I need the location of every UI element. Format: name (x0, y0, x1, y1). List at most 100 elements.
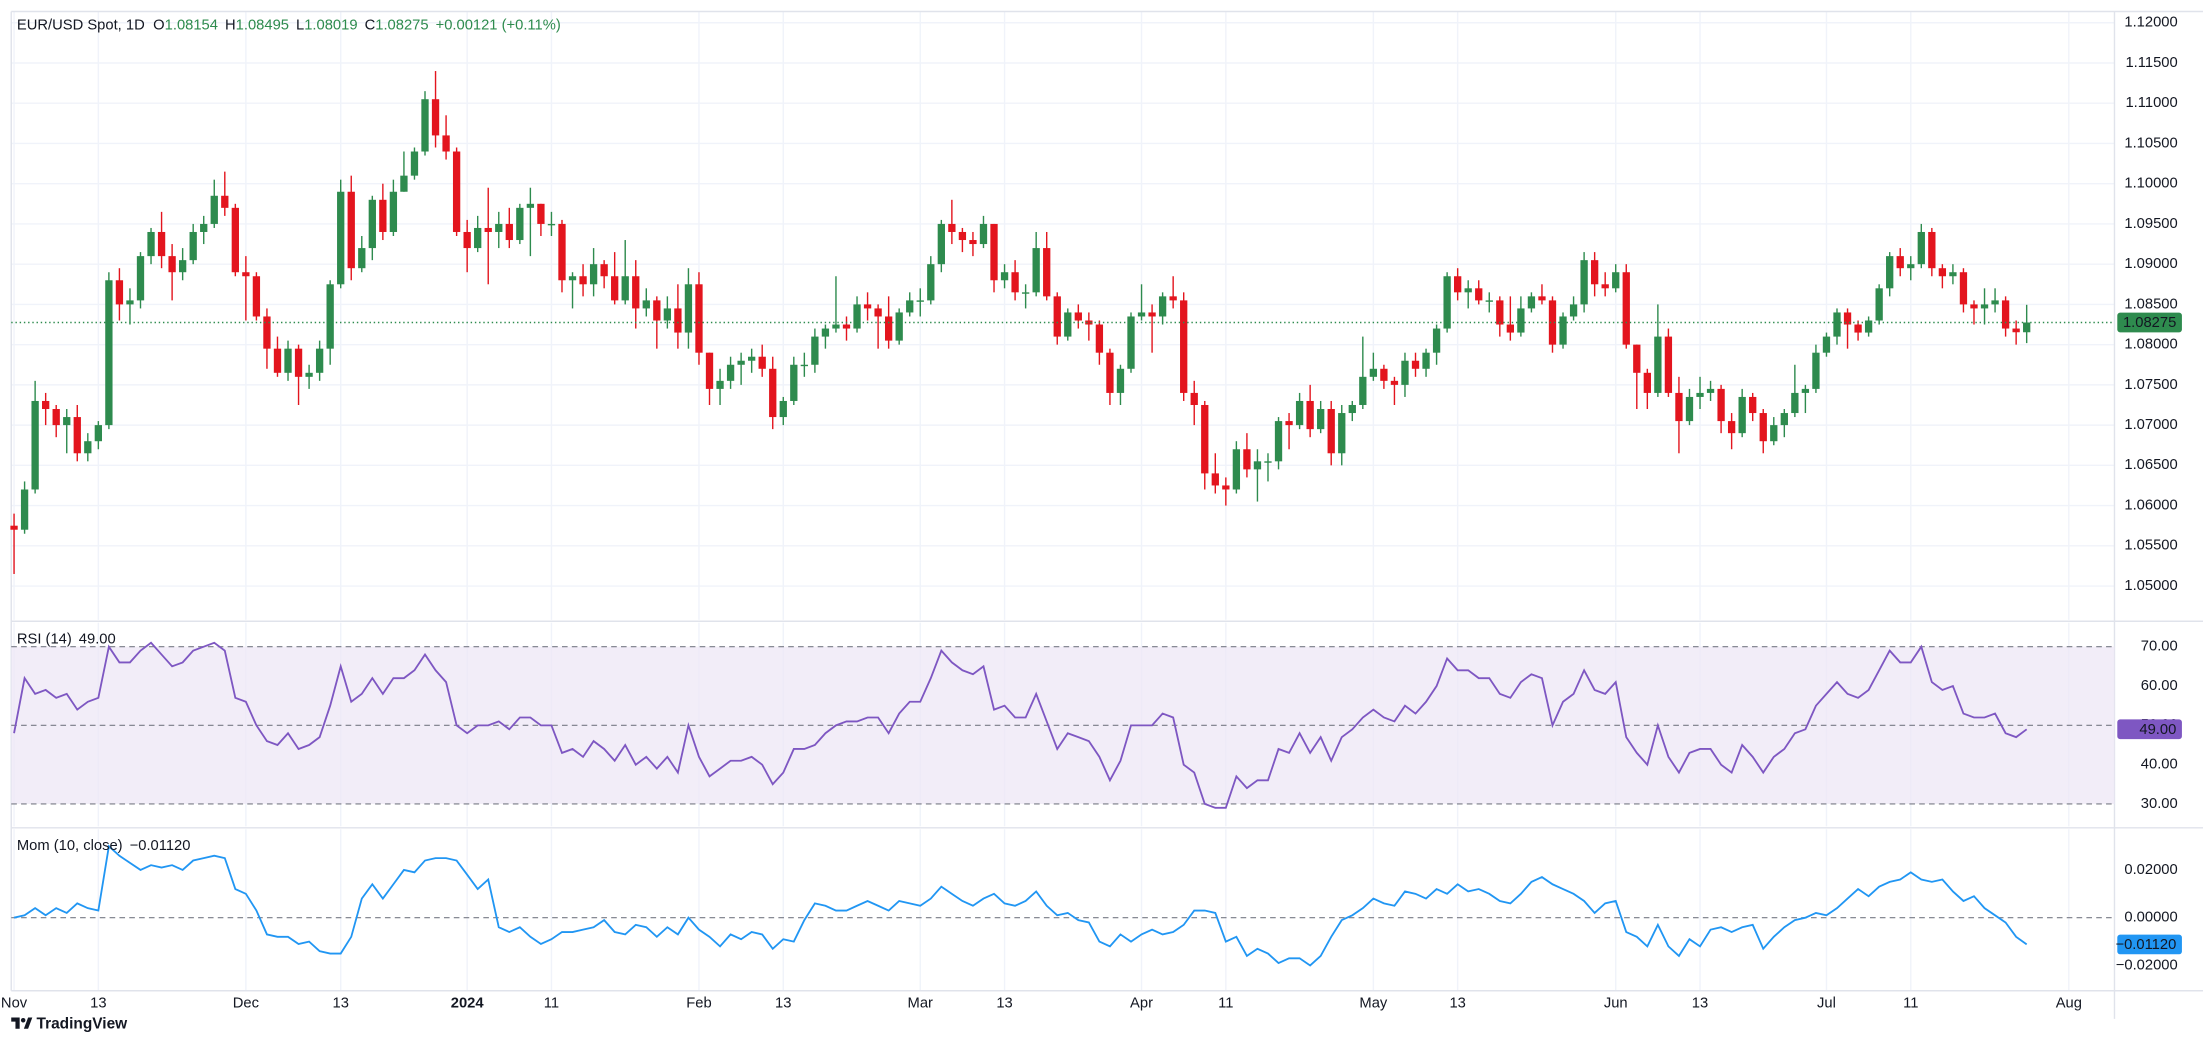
candle-body (379, 199, 387, 232)
logo-mark (20, 1018, 26, 1023)
x-tick-label: Nov (1, 995, 28, 1011)
x-tick-label: Jul (1817, 995, 1836, 1011)
y-tick-label: 1.07000 (2124, 417, 2177, 433)
candle-body (157, 231, 166, 257)
x-tick-label: Apr (1130, 995, 1153, 1011)
candle-body (431, 99, 440, 136)
candle-body (1970, 304, 1978, 309)
candle-body (2001, 300, 2010, 329)
candle-body (1896, 256, 1904, 269)
candle-body (1000, 272, 1009, 281)
candle-body (1738, 396, 1746, 434)
candle-body (442, 135, 450, 152)
candle-body (337, 191, 345, 285)
logo-mark (11, 1017, 20, 1029)
candle-body (1116, 368, 1125, 393)
candle-body (1274, 421, 1283, 462)
candle-body (1264, 461, 1272, 463)
candle-body (537, 203, 545, 224)
candle-body (1180, 300, 1188, 393)
candle-body (1601, 284, 1609, 289)
candle-body (1011, 272, 1019, 293)
candle-body (726, 364, 735, 381)
indicator-tag (2117, 719, 2182, 740)
candle-body (1706, 388, 1715, 393)
candle-body (579, 276, 587, 285)
candle-body (200, 223, 208, 232)
indicator-value: −0.01120 (130, 838, 191, 854)
indicator-tag (2117, 934, 2182, 955)
x-tick-label: Aug (2056, 995, 2082, 1011)
candle-body (1443, 276, 1451, 329)
candle-body (1780, 413, 1788, 426)
y-tick-label: 40.00 (2141, 757, 2178, 773)
candle-body (705, 352, 714, 389)
candle-body (1886, 256, 1894, 289)
ohlc-value: 1.08275 (375, 17, 428, 33)
candle-body (1801, 388, 1810, 393)
candle-body (663, 308, 672, 321)
candle-body (779, 400, 787, 418)
candle-body (526, 203, 535, 208)
candle-body (684, 284, 693, 333)
candle-body (1464, 288, 1472, 293)
logo (11, 1017, 33, 1029)
candle-body (1432, 328, 1441, 353)
candle-body (1854, 324, 1862, 333)
candle-body (1222, 485, 1230, 490)
y-tick-label: 70.00 (2141, 639, 2178, 655)
candle-body (1643, 372, 1651, 393)
candle-body (948, 223, 956, 232)
candle-body (315, 348, 324, 373)
candle-body (927, 264, 935, 301)
candle-body (1422, 352, 1430, 369)
candle-body (1169, 296, 1177, 301)
candle-body (1243, 449, 1251, 470)
candle-body (990, 223, 998, 281)
x-tick-label: 13 (996, 995, 1012, 1011)
candle-body (1032, 248, 1040, 293)
candle-body (1338, 413, 1346, 454)
y-tick-label: 60.00 (2141, 678, 2178, 694)
x-tick-label: 13 (90, 995, 106, 1011)
candle-body (305, 372, 313, 377)
candle-body (1359, 376, 1367, 405)
candle-body (31, 400, 39, 490)
indicator-title: Mom (10, close) (17, 838, 123, 854)
candle-body (1390, 380, 1399, 385)
candle-body (452, 151, 461, 232)
x-tick-label: 11 (1218, 995, 1233, 1011)
candle-body (1306, 400, 1314, 430)
x-tick-label: Feb (686, 995, 711, 1011)
indicator-value: 49.00 (79, 631, 116, 647)
candle-body (1938, 268, 1947, 277)
candle-body (1538, 296, 1546, 301)
candle-body (1485, 300, 1493, 302)
candle-body (1285, 421, 1293, 426)
candle-body (273, 348, 282, 373)
candle-body (1380, 368, 1388, 381)
candle-body (1590, 260, 1599, 285)
candle-body (1411, 360, 1420, 369)
candle-body (1064, 312, 1072, 337)
candle-body (1770, 425, 1778, 442)
candle-body (1348, 404, 1356, 414)
candle-body (589, 264, 598, 285)
candle-body (136, 256, 145, 301)
candle-body (495, 223, 503, 232)
candle-body (653, 300, 661, 321)
candle-body (979, 223, 988, 245)
candle-body (284, 348, 292, 373)
x-tick-label: 13 (332, 995, 348, 1011)
candle-body (1949, 272, 1957, 277)
candle-body (800, 364, 809, 367)
candle-body (1675, 392, 1683, 422)
candle-body (716, 380, 724, 389)
candle-body (242, 272, 250, 277)
candle-body (1980, 304, 1989, 309)
y-tick-label: 1.12000 (2124, 15, 2177, 31)
candle-body (2023, 322, 2031, 333)
candle-body (52, 409, 60, 426)
candle-body (1633, 344, 1641, 373)
